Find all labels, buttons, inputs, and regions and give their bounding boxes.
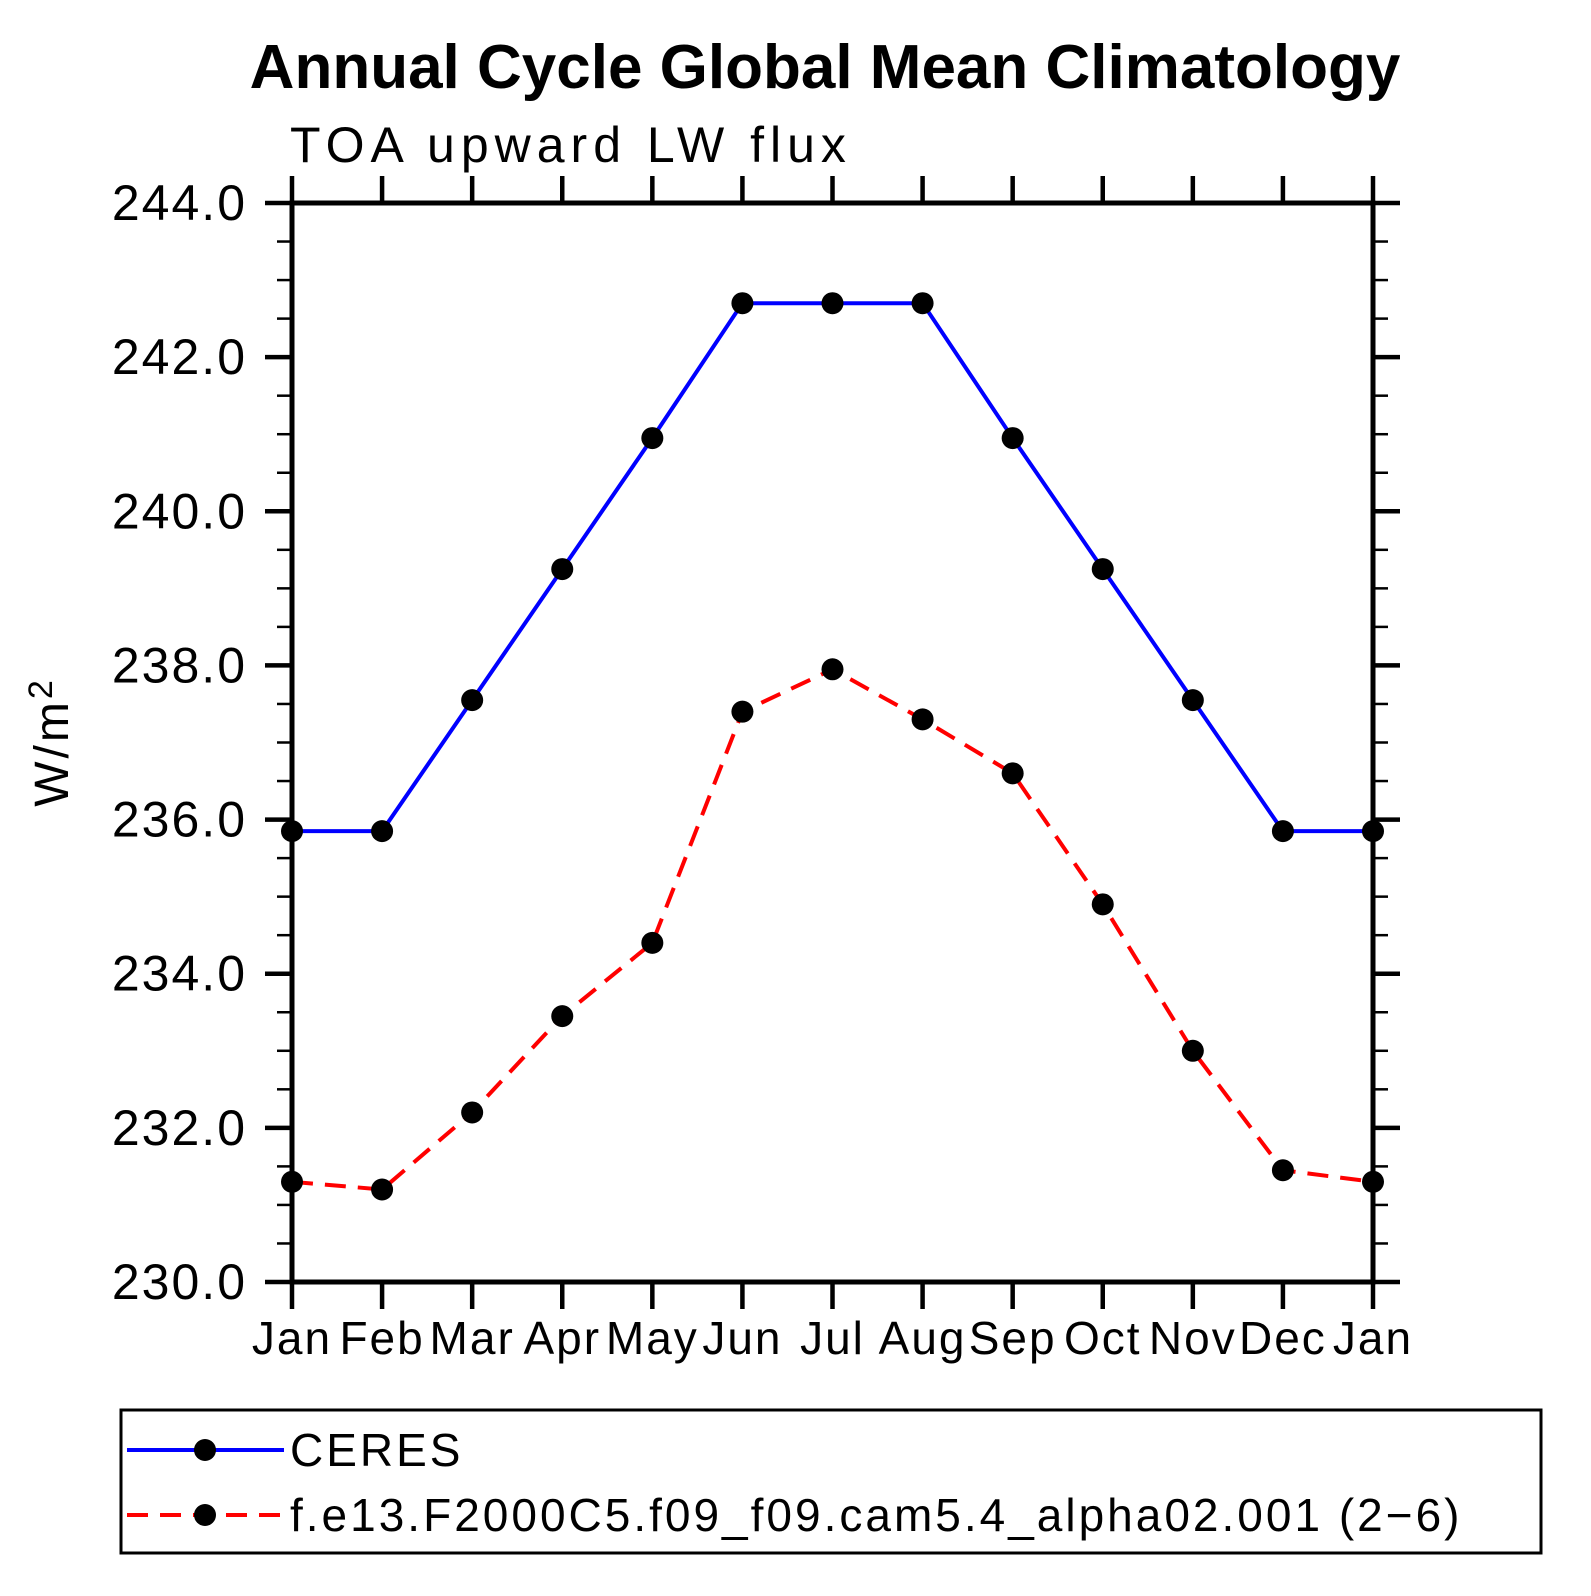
data-point-marker: [821, 292, 844, 315]
x-tick-label: Apr: [523, 1312, 601, 1364]
x-tick-label: Dec: [1239, 1312, 1327, 1364]
model-line: [291, 667, 1374, 1192]
data-point-marker: [1271, 820, 1294, 843]
y-tick-label: 230.0: [112, 1254, 247, 1310]
data-point-marker: [1181, 689, 1204, 712]
legend-label: CERES: [290, 1424, 463, 1476]
data-point-marker: [911, 708, 934, 731]
data-point-marker: [281, 1170, 303, 1193]
y-tick-label: 240.0: [112, 483, 247, 539]
data-point-marker: [731, 700, 754, 723]
x-tick-label: Jun: [702, 1312, 782, 1364]
data-point-marker: [371, 820, 394, 843]
data-point-marker: [1001, 427, 1024, 450]
plot-frame: [289, 200, 1376, 1285]
x-tick-label: Feb: [339, 1312, 424, 1364]
data-point-marker: [1181, 1039, 1204, 1062]
data-point-marker: [731, 292, 754, 315]
x-tick-label: Mar: [430, 1312, 515, 1364]
data-point-marker: [1271, 1159, 1294, 1182]
y-tick-label: 236.0: [112, 792, 247, 848]
y-tick-label: 238.0: [112, 637, 247, 693]
data-point-marker: [1001, 762, 1024, 785]
y-axis: 230.0 232.0 234.0 236.0 238.0 240.0 242.0 244.0: [112, 175, 1400, 1310]
legend: CERES f.e13.F2000C5.f09_f09.cam5.4_alpha0…: [119, 1408, 1543, 1555]
chart-title: Annual Cycle Global Mean Climatology: [250, 33, 1401, 102]
x-tick-label: Aug: [879, 1312, 967, 1364]
data-point-marker: [1091, 893, 1114, 916]
y-tick-label: 244.0: [112, 175, 247, 231]
x-tick-label: May: [606, 1312, 699, 1364]
ceres-line: [292, 301, 1373, 834]
data-point-marker: [551, 1005, 574, 1028]
legend-box: [119, 1408, 1543, 1555]
data-point-marker: [1362, 1170, 1384, 1193]
y-axis-label: W/m2: [22, 677, 79, 807]
y-tick-label: 232.0: [112, 1100, 247, 1156]
data-point-marker: [911, 292, 934, 315]
x-tick-label: Jul: [800, 1312, 865, 1364]
data-point-marker: [371, 1178, 394, 1201]
y-tick-label: 234.0: [112, 946, 247, 1002]
data-point-marker: [461, 1101, 484, 1124]
x-axis: Jan Feb Mar Apr May Jun Jul Aug Sep Oct Nov Dec Jan: [252, 176, 1413, 1364]
legend-marker: [194, 1504, 216, 1526]
x-tick-label: Nov: [1149, 1312, 1237, 1364]
data-point-marker: [641, 931, 664, 954]
chart-subtitle: TOA upward LW flux: [290, 117, 852, 173]
data-point-marker: [551, 558, 574, 581]
data-point-marker: [461, 689, 484, 712]
x-tick-label: Jan: [252, 1312, 332, 1364]
data-point-marker: [641, 427, 664, 450]
data-point-marker: [1091, 558, 1114, 581]
y-tick-label: 242.0: [112, 329, 247, 385]
legend-marker: [194, 1439, 216, 1461]
data-point-marker: [821, 658, 844, 681]
data-point-marker: [1362, 820, 1384, 843]
x-tick-label: Jan: [1333, 1312, 1413, 1364]
x-tick-label: Sep: [969, 1312, 1057, 1364]
legend-label: f.e13.F2000C5.f09_f09.cam5.4_alpha02.001…: [290, 1489, 1462, 1541]
data-point-marker: [281, 820, 303, 843]
x-tick-label: Oct: [1064, 1312, 1142, 1364]
